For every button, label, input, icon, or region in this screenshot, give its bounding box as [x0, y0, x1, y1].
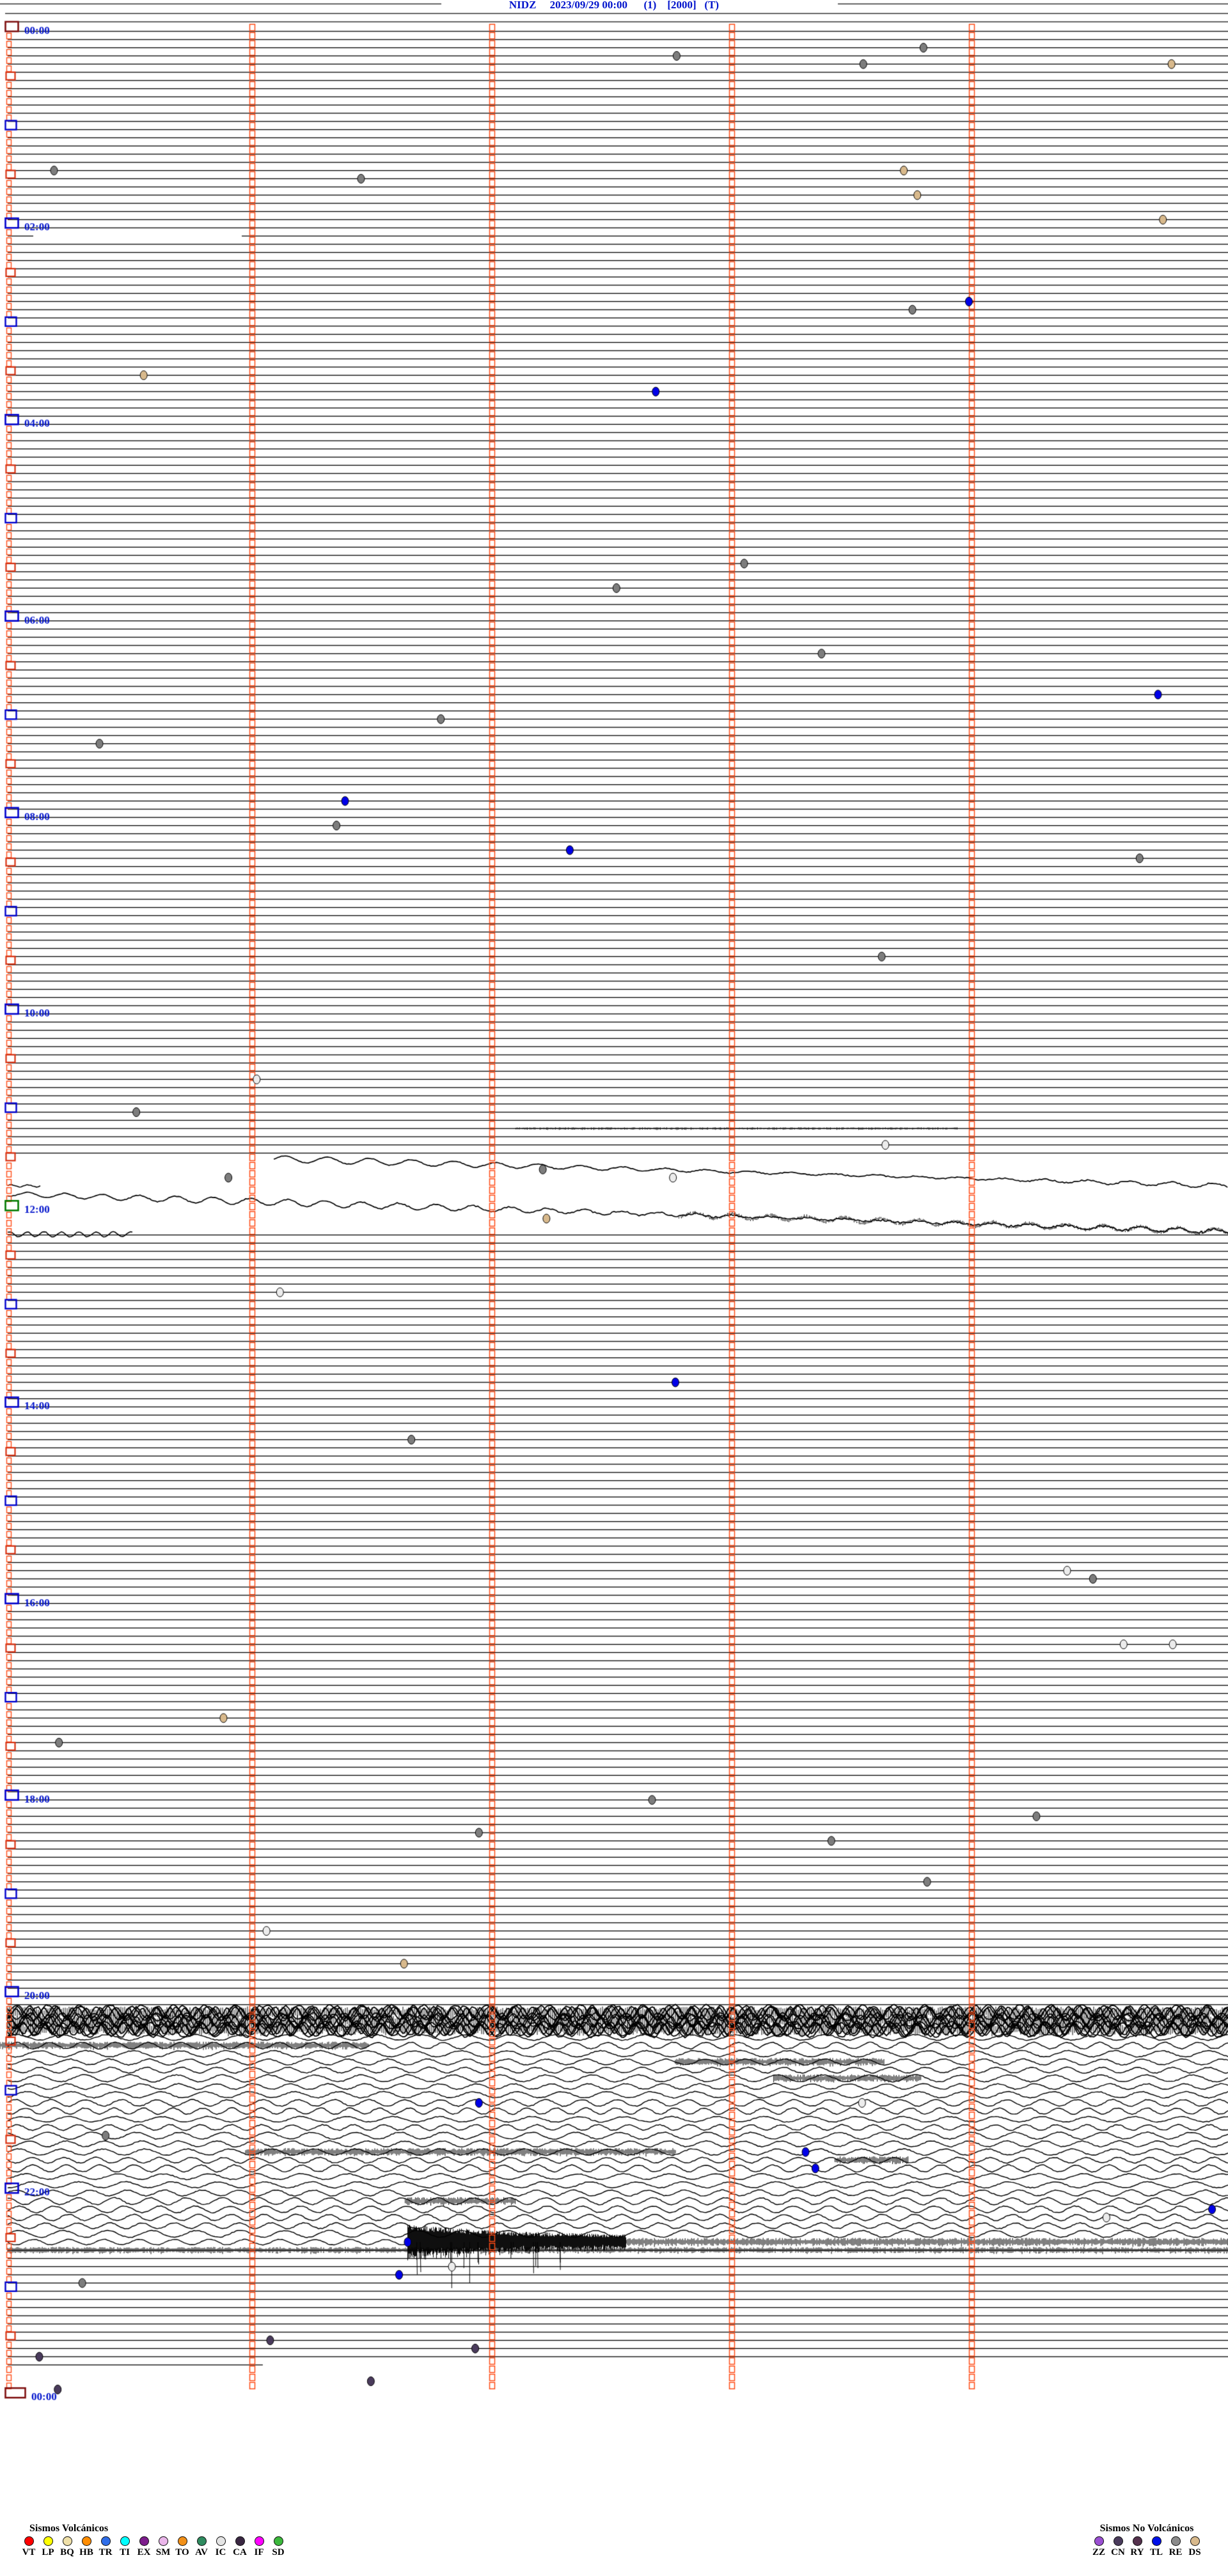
legend-swatch-TL [1151, 2536, 1161, 2546]
legend-item-RE: RE [1166, 2536, 1185, 2558]
legend-item-AV: AV [192, 2536, 211, 2558]
legend-item-CA: CA [230, 2536, 249, 2558]
legend-item-SM: SM [154, 2536, 173, 2558]
legend-code-RY: RY [1130, 2547, 1144, 2557]
legend-code-DS: DS [1188, 2547, 1201, 2557]
legend-swatch-RY [1132, 2536, 1142, 2546]
legend-item-BQ: BQ [58, 2536, 77, 2558]
legend-code-TI: TI [120, 2547, 130, 2557]
legend-swatch-ZZ [1094, 2536, 1104, 2546]
legend-code-AV: AV [195, 2547, 208, 2557]
legend-swatch-HB [81, 2536, 91, 2546]
legend-item-TO: TO [173, 2536, 192, 2558]
legend-code-SD: SD [272, 2547, 285, 2557]
legend-code-BQ: BQ [60, 2547, 74, 2557]
legend-volcanic: Sismos Volcánicos VT LP BQ HB TR TI EX SM TO AV IC… [19, 2523, 288, 2558]
legend-swatch-IF [254, 2536, 264, 2546]
legend-code-IC: IC [215, 2547, 226, 2557]
legend-item-SD: SD [269, 2536, 288, 2558]
legend-item-RY: RY [1128, 2536, 1147, 2558]
legend-swatch-TI [120, 2536, 130, 2546]
legend-item-CN: CN [1108, 2536, 1128, 2558]
legend-code-CN: CN [1111, 2547, 1125, 2557]
legend-swatch-LP [43, 2536, 53, 2546]
legend-swatch-AV [196, 2536, 207, 2546]
legend-swatch-SM [158, 2536, 168, 2546]
legend-code-ZZ: ZZ [1092, 2547, 1105, 2557]
legend-code-EX: EX [137, 2547, 151, 2557]
legend-code-RE: RE [1169, 2547, 1183, 2557]
legend-swatch-IC [216, 2536, 226, 2546]
legend-swatch-RE [1170, 2536, 1181, 2546]
legend-item-ZZ: ZZ [1089, 2536, 1108, 2558]
legend-item-HB: HB [77, 2536, 96, 2558]
legend-volcanic-items: VT LP BQ HB TR TI EX SM TO AV IC CA IF SD [19, 2536, 288, 2558]
legend-code-TL: TL [1149, 2547, 1163, 2557]
legend-item-VT: VT [19, 2536, 38, 2558]
legend-code-TO: TO [175, 2547, 189, 2557]
legend-item-TI: TI [115, 2536, 134, 2558]
legend-swatch-EX [139, 2536, 149, 2546]
legend-code-CA: CA [233, 2547, 247, 2557]
legend-swatch-CA [235, 2536, 245, 2546]
legend-nonvolcanic-title: Sismos No Volcánicos [1099, 2523, 1194, 2534]
legend-volcanic-title: Sismos Volcánicos [29, 2523, 109, 2534]
legend-swatch-CN [1113, 2536, 1123, 2546]
chart-title: NIDZ 2023/09/29 00:00 (1) [2000] (T) [508, 0, 720, 11]
legend-swatch-DS [1190, 2536, 1200, 2546]
legend-code-HB: HB [79, 2547, 93, 2557]
legend-item-EX: EX [134, 2536, 154, 2558]
legend-code-IF: IF [254, 2547, 264, 2557]
legend-item-TL: TL [1147, 2536, 1166, 2558]
legend-nonvolcanic: Sismos No Volcánicos ZZ CN RY TL RE DS [1089, 2523, 1204, 2558]
legend-item-DS: DS [1185, 2536, 1204, 2558]
legend-swatch-BQ [62, 2536, 72, 2546]
legend-code-TR: TR [98, 2547, 113, 2557]
legend-swatch-VT [24, 2536, 34, 2546]
legend-item-TR: TR [96, 2536, 115, 2558]
legend-code-SM: SM [155, 2547, 171, 2557]
legend-swatch-TO [177, 2536, 187, 2546]
legend-item-IF: IF [249, 2536, 269, 2558]
legend-code-LP: LP [42, 2547, 54, 2557]
legend-code-VT: VT [22, 2547, 36, 2557]
legend-item-IC: IC [211, 2536, 230, 2558]
legend-swatch-TR [100, 2536, 111, 2546]
legend-swatch-SD [273, 2536, 283, 2546]
legend-item-LP: LP [38, 2536, 58, 2558]
legend-nonvolcanic-items: ZZ CN RY TL RE DS [1089, 2536, 1204, 2558]
